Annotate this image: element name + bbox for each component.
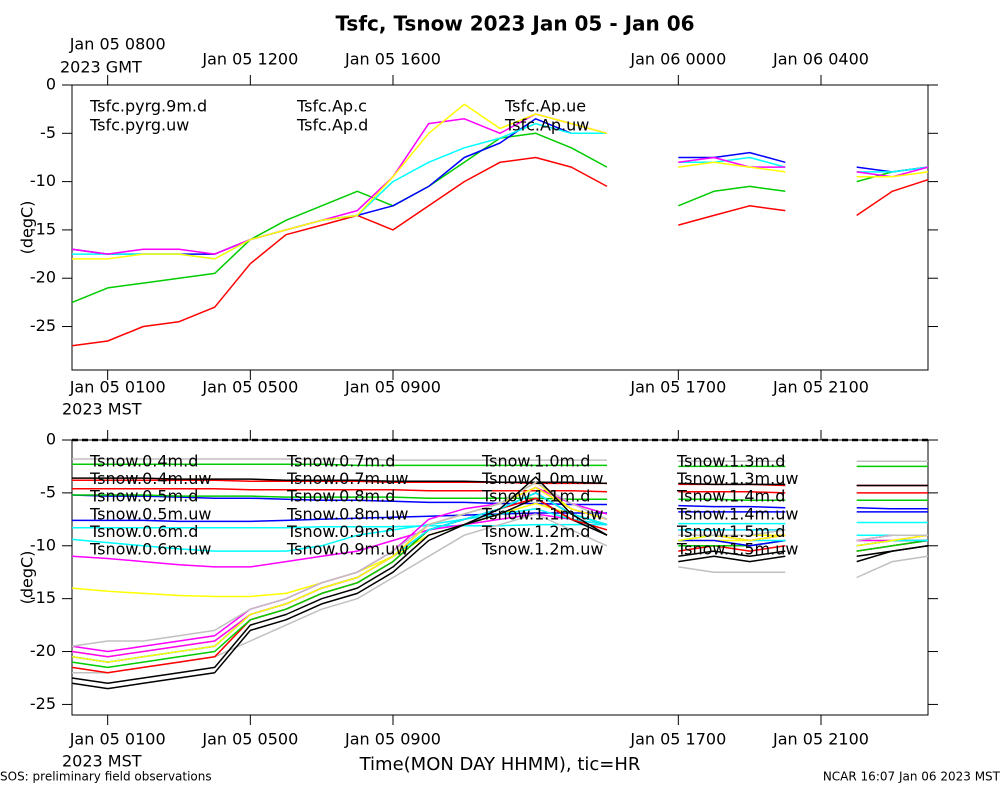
chart-title: Tsfc, Tsnow 2023 Jan 05 - Jan 06 (335, 12, 694, 36)
legend-label: Tsnow.1.3m.d (676, 452, 785, 471)
series-line (72, 477, 928, 487)
legend-label: Tsnow.1.0m.uw (481, 469, 603, 488)
x2-tick-label: Jan 05 1600 (344, 50, 441, 69)
x-tick-label: Jan 05 1700 (629, 730, 726, 749)
legend-label: Tsnow.0.9m.d (286, 522, 395, 541)
series-line (72, 511, 928, 523)
plot-frame (71, 84, 929, 371)
x2-year-label: 2023 GMT (60, 58, 142, 77)
legend-label: Tsnow.1.3m.uw (676, 469, 798, 488)
legend-label: Tsnow.1.5m.uw (676, 540, 798, 559)
legend-label: Tsnow.0.8m.uw (286, 504, 408, 523)
legend-label: Tsnow.1.0m.d (481, 452, 590, 471)
x-tick-label: Jan 05 2100 (772, 378, 869, 397)
legend-label: Tsnow.0.5m.d (89, 487, 198, 506)
legend-label: Tsfc.pyrg.uw (89, 116, 189, 135)
x-tick-label: Jan 05 0900 (344, 730, 441, 749)
footer-right: NCAR 16:07 Jan 06 2023 MST (823, 770, 1000, 784)
y-tick-label: -25 (30, 316, 56, 335)
y-tick-label: -15 (30, 219, 56, 238)
y-tick-label: -15 (30, 588, 56, 607)
x-tick-label: Jan 05 2100 (772, 730, 869, 749)
y-tick-label: -5 (40, 123, 56, 142)
series-line (72, 494, 928, 502)
x-tick-label: Jan 05 0100 (69, 378, 166, 397)
x2-tick-label: Jan 06 0000 (629, 50, 726, 69)
series-line (71, 156, 929, 347)
legend-label: Tsnow.0.7m.d (286, 452, 395, 471)
series-line (72, 521, 928, 529)
x-year-label: 2023 MST (62, 752, 142, 771)
legend-label: Tsfc.Ap.d (296, 116, 368, 135)
legend-label: Tsnow.1.4m.uw (676, 504, 798, 523)
legend-label: Tsfc.Ap.uw (504, 116, 589, 135)
y-tick-label: 0 (46, 75, 56, 94)
x-year-label: 2023 MST (62, 400, 142, 419)
y-axis-title: (degC) (18, 201, 37, 255)
legend-label: Tsnow.1.2m.d (481, 522, 590, 541)
x2-tick-label: Jan 05 0800 (69, 35, 166, 54)
footer-left: SOS: preliminary field observations (0, 770, 212, 784)
legend-label: Tsnow.1.1m.uw (481, 504, 603, 523)
legend-label: Tsnow.0.7m.uw (286, 469, 408, 488)
plot-frame (71, 439, 929, 716)
legend-label: Tsfc.pyrg.9m.d (89, 97, 207, 116)
y-tick-label: -25 (30, 694, 56, 713)
series-line (72, 487, 928, 494)
y-tick-label: 0 (46, 430, 56, 449)
legend-label: Tsnow.0.8m.d (286, 487, 395, 506)
legend-label: Tsnow.0.9m.uw (286, 540, 408, 559)
legend-label: Tsfc.Ap.ue (504, 97, 586, 116)
x-tick-label: Jan 05 0900 (344, 378, 441, 397)
x-tick-label: Jan 05 0100 (69, 730, 166, 749)
x-tick-label: Jan 05 0500 (201, 730, 298, 749)
legend-label: Tsnow.0.4m.d (89, 452, 198, 471)
y-tick-label: -10 (30, 171, 56, 190)
y-axis-title: (degC) (18, 551, 37, 605)
x2-tick-label: Jan 05 1200 (201, 50, 298, 69)
series-line (72, 458, 928, 462)
legend-label: Tsnow.1.5m.d (676, 522, 785, 541)
legend-label: Tsfc.Ap.c (296, 97, 367, 116)
legend-label: Tsnow.0.6m.uw (89, 540, 211, 559)
series-line (71, 476, 929, 690)
series-line (72, 103, 929, 260)
y-tick-label: -5 (40, 482, 56, 501)
x-axis-title: Time(MON DAY HHMM), tic=HR (359, 754, 641, 775)
legend-label: Tsnow.1.2m.uw (481, 540, 603, 559)
x2-tick-label: Jan 06 0400 (772, 50, 869, 69)
legend-label: Tsnow.0.6m.d (89, 522, 198, 541)
legend-label: Tsnow.0.5m.uw (89, 504, 211, 523)
x-tick-label: Jan 05 0500 (201, 378, 298, 397)
y-tick-label: -20 (30, 641, 56, 660)
series-line (71, 486, 929, 663)
legend-label: Tsnow.0.4m.uw (89, 469, 211, 488)
legend-label: Tsnow.1.4m.d (676, 487, 785, 506)
y-tick-label: -20 (30, 268, 56, 287)
x-tick-label: Jan 05 1700 (629, 378, 726, 397)
series-line (72, 463, 928, 468)
y-tick-label: -10 (30, 535, 56, 554)
legend-label: Tsnow.1.1m.d (481, 487, 590, 506)
